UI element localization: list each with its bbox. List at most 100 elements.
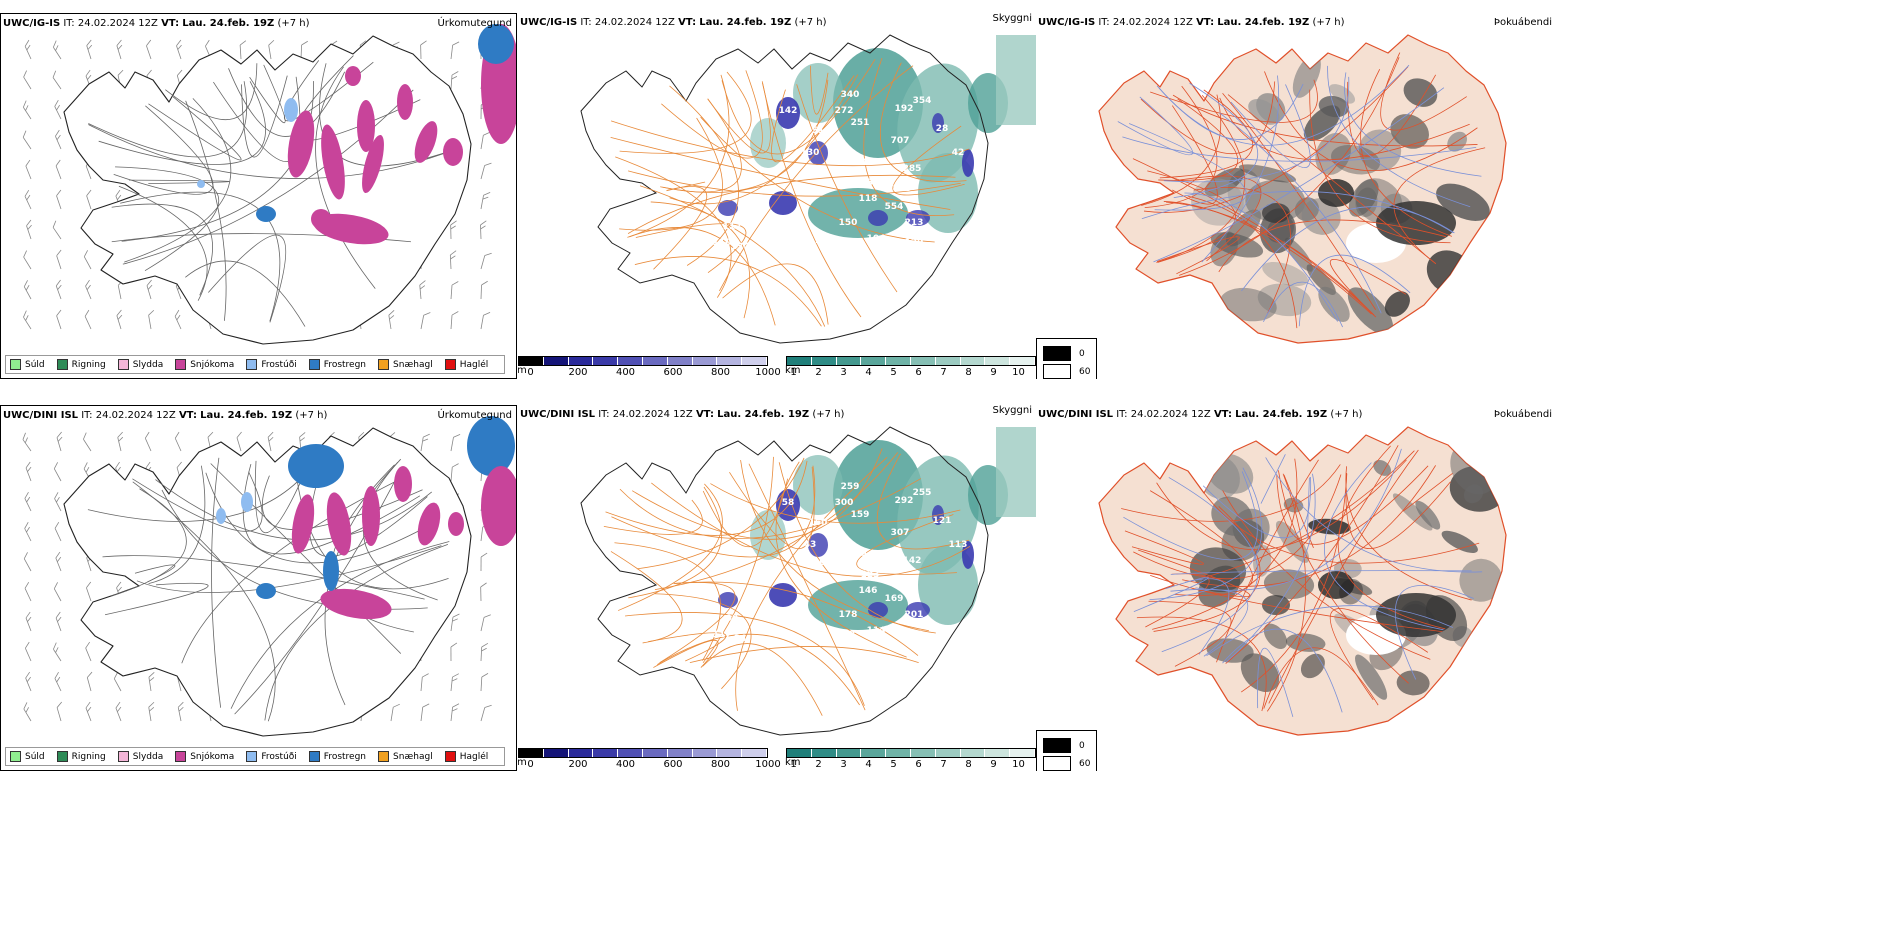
precip-panel-bottom: UWC/DINI ISL IT: 24.02.2024 12Z VT: Lau.… bbox=[0, 405, 517, 771]
cloud-base-label: 159 bbox=[851, 510, 870, 520]
cloud-base-label: 113 bbox=[949, 540, 968, 550]
panel-title: Skyggni bbox=[992, 405, 1032, 416]
valid-time: Lau. 24.feb. 19Z bbox=[699, 17, 792, 28]
legend-swatch bbox=[444, 359, 456, 370]
cloud-base-label: 123 bbox=[861, 570, 880, 580]
colorbar-tick: 200 bbox=[568, 367, 588, 378]
colorbar-segment bbox=[642, 749, 668, 757]
cloud-base-label: 304 bbox=[849, 550, 868, 560]
cloud-base-label: 102 bbox=[837, 238, 856, 248]
legend-swatch bbox=[117, 359, 129, 370]
fog-legend: 0 60 bbox=[1036, 338, 1098, 379]
legend-label: Snjókoma bbox=[190, 359, 235, 370]
model-name: UWC/IG-IS bbox=[3, 18, 61, 29]
colorbar-tick: 200 bbox=[568, 759, 588, 770]
colorbar-segment bbox=[787, 357, 812, 365]
colorbar-tick: 400 bbox=[615, 759, 636, 770]
vt-label: VT: bbox=[178, 410, 197, 421]
run-time: IT: 24.02.2024 12Z bbox=[580, 17, 675, 28]
cloud-base-label: 43 bbox=[804, 540, 817, 550]
cloud-base-label: 201 bbox=[905, 610, 924, 620]
colorbar-segment bbox=[667, 357, 693, 365]
colorbar-segment bbox=[692, 749, 718, 757]
lead-time: (+7 h) bbox=[812, 409, 845, 420]
valid-time: Lau. 24.feb. 19Z bbox=[182, 18, 275, 29]
valid-time: Lau. 24.feb. 19Z bbox=[200, 410, 293, 421]
legend-swatch bbox=[308, 751, 320, 762]
colorbar-segment bbox=[910, 357, 936, 365]
panel-header: UWC/DINI ISL IT: 24.02.2024 12Z VT: Lau.… bbox=[520, 409, 844, 420]
fog-legend-item: 0 bbox=[1043, 346, 1090, 361]
colorbar-segment bbox=[519, 357, 544, 365]
cloud-base-label: 146 bbox=[859, 586, 878, 596]
colorbar-tick: 3 bbox=[840, 759, 847, 770]
colorbar-segment bbox=[742, 749, 767, 757]
lead-time: (+7 h) bbox=[277, 18, 310, 29]
fog-legend-item: 60 bbox=[1043, 756, 1090, 771]
colorbar-segment bbox=[811, 357, 837, 365]
colorbar-tick: 4 bbox=[865, 367, 872, 378]
colorbar-segment bbox=[861, 357, 887, 365]
colorbar-segment bbox=[1010, 357, 1035, 365]
legend-swatch bbox=[378, 751, 390, 762]
fog-label: 0 bbox=[1079, 740, 1085, 751]
legend-item: Snæhagl bbox=[378, 359, 433, 370]
cloud-base-label: 192 bbox=[895, 104, 914, 114]
cloud-base-label: 114 bbox=[867, 626, 886, 636]
cloud-base-label: 129 bbox=[905, 238, 924, 248]
legend-label: Snæhagl bbox=[393, 359, 433, 370]
colorbar-segment bbox=[618, 749, 643, 757]
colorbar-unit: km bbox=[785, 365, 801, 376]
colorbar-segment bbox=[742, 357, 767, 365]
colorbar-segment bbox=[935, 749, 961, 757]
run-time: IT: 24.02.2024 12Z bbox=[1116, 409, 1211, 420]
colorbar-segment bbox=[787, 749, 812, 757]
cloud-base-label: 300 bbox=[835, 498, 854, 508]
cloud-base-label: 28 bbox=[936, 124, 949, 134]
legend-item: Rigning bbox=[56, 751, 106, 762]
fog-label: 60 bbox=[1079, 366, 1091, 377]
legend-item: Frostúði bbox=[246, 751, 297, 762]
legend-swatch bbox=[117, 751, 129, 762]
cloud-base-label: 104 bbox=[867, 234, 886, 244]
fog-swatch bbox=[1043, 346, 1071, 361]
colorbar-segment bbox=[935, 357, 961, 365]
colorbar-segment bbox=[985, 357, 1011, 365]
cloud-base-label: 121 bbox=[933, 516, 952, 526]
colorbar-segment bbox=[1010, 749, 1035, 757]
colorbar-segment bbox=[836, 749, 862, 757]
legend-label: Frostúði bbox=[261, 359, 297, 370]
legend-swatch bbox=[246, 751, 258, 762]
fog-panel-top: UWC/IG-IS IT: 24.02.2024 12Z VT: Lau. 24… bbox=[1036, 13, 1556, 379]
fog-legend-item: 0 bbox=[1043, 738, 1090, 753]
fog-legend: 0 60 bbox=[1036, 730, 1098, 771]
colorbar-tick: 600 bbox=[663, 367, 683, 378]
legend-swatch bbox=[56, 751, 68, 762]
colorbar-tick: 8 bbox=[965, 759, 972, 770]
fog-map-bottom bbox=[1098, 426, 1507, 736]
cloud-base-label: 340 bbox=[841, 90, 860, 100]
colorbar-tick: 10 bbox=[1012, 367, 1025, 378]
fog-panel-bottom: UWC/DINI ISL IT: 24.02.2024 12Z VT: Lau.… bbox=[1036, 405, 1556, 771]
colorbar-unit: m bbox=[518, 757, 527, 768]
legend-swatch bbox=[175, 359, 187, 370]
cloud-base-label: 58 bbox=[782, 498, 795, 508]
panel-title: Úrkomutegund bbox=[437, 410, 512, 421]
run-time: IT: 24.02.2024 12Z bbox=[63, 18, 158, 29]
legend-item: Súld bbox=[10, 751, 45, 762]
cloud-base-label: 259 bbox=[841, 482, 860, 492]
legend-item: Snjókoma bbox=[175, 359, 234, 370]
colorbar-segment bbox=[543, 749, 569, 757]
legend-item: Frostregn bbox=[308, 751, 366, 762]
colorbar-segment bbox=[836, 357, 862, 365]
colorbar-strip bbox=[786, 356, 1036, 366]
colorbar-tick: 10 bbox=[1012, 759, 1025, 770]
legend-label: Rigning bbox=[71, 359, 106, 370]
fog-label: 0 bbox=[1079, 348, 1085, 359]
legend-swatch bbox=[56, 359, 68, 370]
colorbar-tick: 1000 bbox=[755, 759, 781, 770]
legend-swatch bbox=[10, 751, 21, 762]
colorbar-tick: 400 bbox=[615, 367, 636, 378]
colorbar-segment bbox=[642, 357, 668, 365]
